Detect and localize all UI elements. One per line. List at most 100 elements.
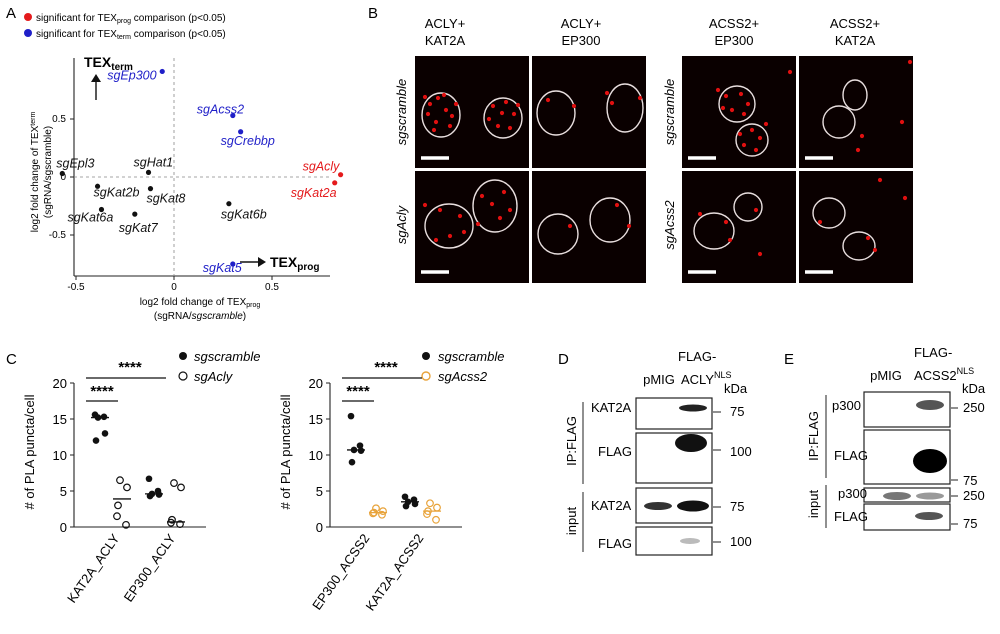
pla-punctum <box>449 113 455 119</box>
tex-prog-arrowhead <box>258 257 266 267</box>
nucleus <box>472 179 518 233</box>
c-left-legend-1: sgscramble <box>194 349 260 364</box>
d-row-4: FLAG <box>598 536 632 551</box>
c-left-legend-dot-filled <box>179 352 187 360</box>
c-dot-filled <box>100 413 108 421</box>
nucleus <box>589 197 631 243</box>
c-dot-open <box>113 512 121 521</box>
b-header-1-line1: ACLY+ <box>425 16 466 31</box>
c-y-tick-label: 5 <box>316 484 323 499</box>
pla-punctum <box>437 207 443 213</box>
d-row-3: KAT2A <box>591 498 632 513</box>
c-dot-open <box>116 476 124 485</box>
c-dot-filled <box>356 442 364 449</box>
pla-punctum <box>727 237 733 243</box>
y-axis-label-2: (sgRNA/sgscramble) <box>43 126 54 218</box>
pla-punctum <box>447 123 453 129</box>
pla-punctum <box>741 111 747 117</box>
scatter-point-sgkat6a <box>98 206 105 213</box>
band <box>679 404 707 412</box>
pla-punctum <box>604 90 610 96</box>
nucleus <box>718 85 756 123</box>
c-y-tick-label: 5 <box>60 484 67 499</box>
nucleus <box>842 79 868 111</box>
c-left-legend-dot-open <box>178 371 188 381</box>
scatter-label-sgacss2: sgAcss2 <box>197 103 244 117</box>
c-dot-open <box>379 507 387 516</box>
pla-punctum <box>489 201 495 207</box>
e-input-label: input <box>806 490 821 519</box>
x-tick-label: 0.5 <box>265 282 279 293</box>
micro-tile-r1c2 <box>532 56 646 168</box>
b-header-4-line2: KAT2A <box>835 33 876 48</box>
d-kda: kDa <box>724 381 748 396</box>
y-axis-label: log2 fold change of TEXterm <box>30 112 41 233</box>
pla-punctum <box>741 142 747 148</box>
c-dot-open <box>123 483 131 492</box>
pla-punctum <box>787 69 793 75</box>
b-header-2-line2: EP300 <box>561 33 600 48</box>
scatter-label-sgepl3: sgEpl3 <box>56 157 94 171</box>
legend-text-term: significant for TEXterm comparison (p<0.… <box>36 29 226 41</box>
c-right-legend-2: sgAcss2 <box>438 369 488 384</box>
pla-punctum <box>431 127 437 133</box>
pla-punctum <box>609 100 615 106</box>
c-dot-open <box>433 503 441 512</box>
d-ip-label: IP:FLAG <box>564 416 579 466</box>
legend-dot-prog <box>24 13 32 21</box>
pla-punctum <box>441 92 447 98</box>
e-row-4: FLAG <box>834 509 868 524</box>
nucleus <box>421 92 461 138</box>
pla-punctum <box>757 135 763 141</box>
panel-d-western: FLAG- pMIG ACLYNLS kDa IP:FLAG input KAT… <box>564 349 752 556</box>
d-input-label: input <box>564 507 579 536</box>
pla-punctum <box>737 131 743 137</box>
pla-punctum <box>715 87 721 93</box>
b-header-2-line1: ACLY+ <box>561 16 602 31</box>
band <box>913 449 947 473</box>
c-dot-filled <box>92 437 100 444</box>
pla-punctum <box>567 223 573 229</box>
c-left-ylabel: # of PLA puncta/cell <box>22 394 37 509</box>
e-marker-2: 75 <box>963 473 977 488</box>
nucleus <box>537 213 579 255</box>
pla-punctum <box>738 91 744 97</box>
c-y-tick-label: 10 <box>309 448 323 463</box>
nucleus <box>536 90 576 136</box>
nucleus <box>842 231 876 261</box>
c-dot-open <box>369 509 377 518</box>
pla-punctum <box>503 99 509 105</box>
nucleus <box>812 197 846 229</box>
panel-a-scatter: significant for TEXprog comparison (p<0.… <box>24 13 344 322</box>
pla-punctum <box>753 207 759 213</box>
micro-tile-r1c1 <box>415 56 529 168</box>
micro-tile-r1c4 <box>799 56 913 168</box>
pla-punctum <box>749 127 755 133</box>
pla-punctum <box>479 193 485 199</box>
scatter-label-sgkat8: sgKat8 <box>146 192 185 206</box>
c-dot-open <box>167 518 175 527</box>
b-header-3-line1: ACSS2+ <box>709 16 759 31</box>
b-row-left-1: sgscramble <box>394 79 409 145</box>
nucleus <box>733 192 763 222</box>
pla-punctum <box>457 213 463 219</box>
d-blot-4 <box>635 526 713 556</box>
e-ip-label: IP:FLAG <box>806 411 821 461</box>
panel-e-western: FLAG- pMIG ACSS2NLS kDa IP:FLAG input p3… <box>806 345 986 531</box>
scatter-label-sgkat6a: sgKat6a <box>67 210 113 224</box>
d-col2-line2: ACLYNLS <box>681 370 732 387</box>
d-col1: pMIG <box>643 372 675 387</box>
scatter-point-sgkat8 <box>147 186 154 192</box>
nucleus <box>693 212 735 250</box>
tex-term-arrowhead <box>91 74 101 82</box>
panel-label-b: B <box>368 5 378 22</box>
pla-punctum <box>637 95 643 101</box>
y-tick-label: -0.5 <box>49 230 67 241</box>
c-dot-open <box>122 520 130 529</box>
pla-punctum <box>497 215 503 221</box>
scatter-point-sgacly <box>338 172 344 178</box>
c-dot-open <box>378 510 386 519</box>
c-y-tick-label: 10 <box>53 448 67 463</box>
e-marker-1: 250 <box>963 400 985 415</box>
c-group-label: KAT2A_ACSS2 <box>362 531 426 613</box>
